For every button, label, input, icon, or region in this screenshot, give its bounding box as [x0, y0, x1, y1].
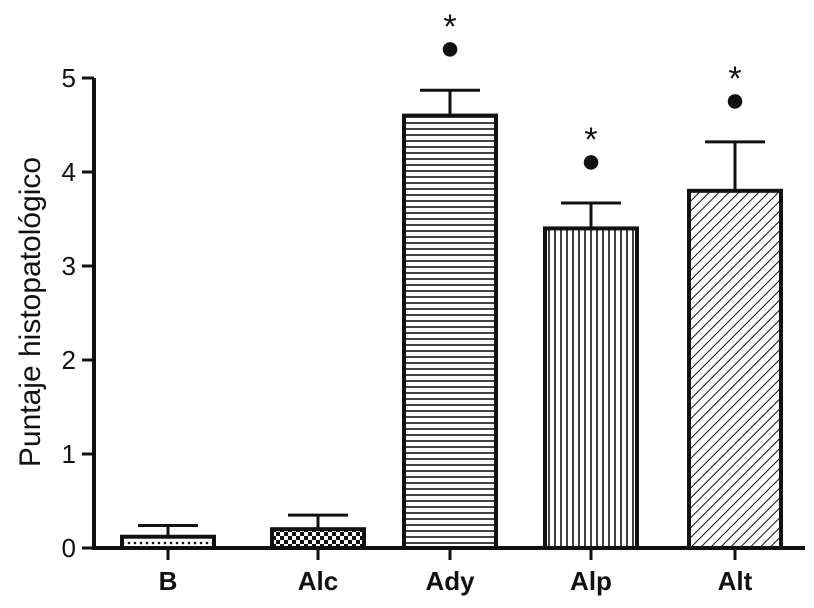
y-tick-label: 5 [62, 63, 76, 93]
significance-dot: ● [440, 29, 461, 67]
bars [120, 88, 783, 560]
bar-group [402, 88, 498, 560]
bar-alt [687, 188, 783, 551]
significance-star: * [584, 121, 597, 159]
bar-group [270, 513, 366, 560]
x-tick-label: Ady [425, 566, 475, 596]
bar-group [543, 201, 639, 560]
y-tick-label: 3 [62, 251, 76, 281]
significance-star: * [728, 60, 741, 98]
y-axis-title: Puntaje histopatológico [14, 157, 47, 467]
y-tick-label: 1 [62, 439, 76, 469]
y-tick-label: 0 [62, 533, 76, 563]
x-tick-label: B [159, 566, 178, 596]
y-tick-label: 2 [62, 345, 76, 375]
bar-group [120, 523, 216, 560]
bar-ady [402, 113, 498, 550]
significance-dot: ● [725, 81, 746, 119]
labels: B Alc Ady●*Alp●*Alt●* [159, 8, 753, 596]
x-tick-label: Alt [718, 566, 753, 596]
significance-star: * [443, 8, 456, 46]
x-tick-label: Alp [570, 566, 612, 596]
bar-b [120, 534, 216, 550]
bar-alp [543, 226, 639, 550]
bar-alc [270, 527, 366, 551]
x-tick-label: Alc [298, 566, 338, 596]
bar-group [687, 140, 783, 560]
y-tick-label: 4 [62, 157, 76, 187]
significance-dot: ● [581, 142, 602, 180]
